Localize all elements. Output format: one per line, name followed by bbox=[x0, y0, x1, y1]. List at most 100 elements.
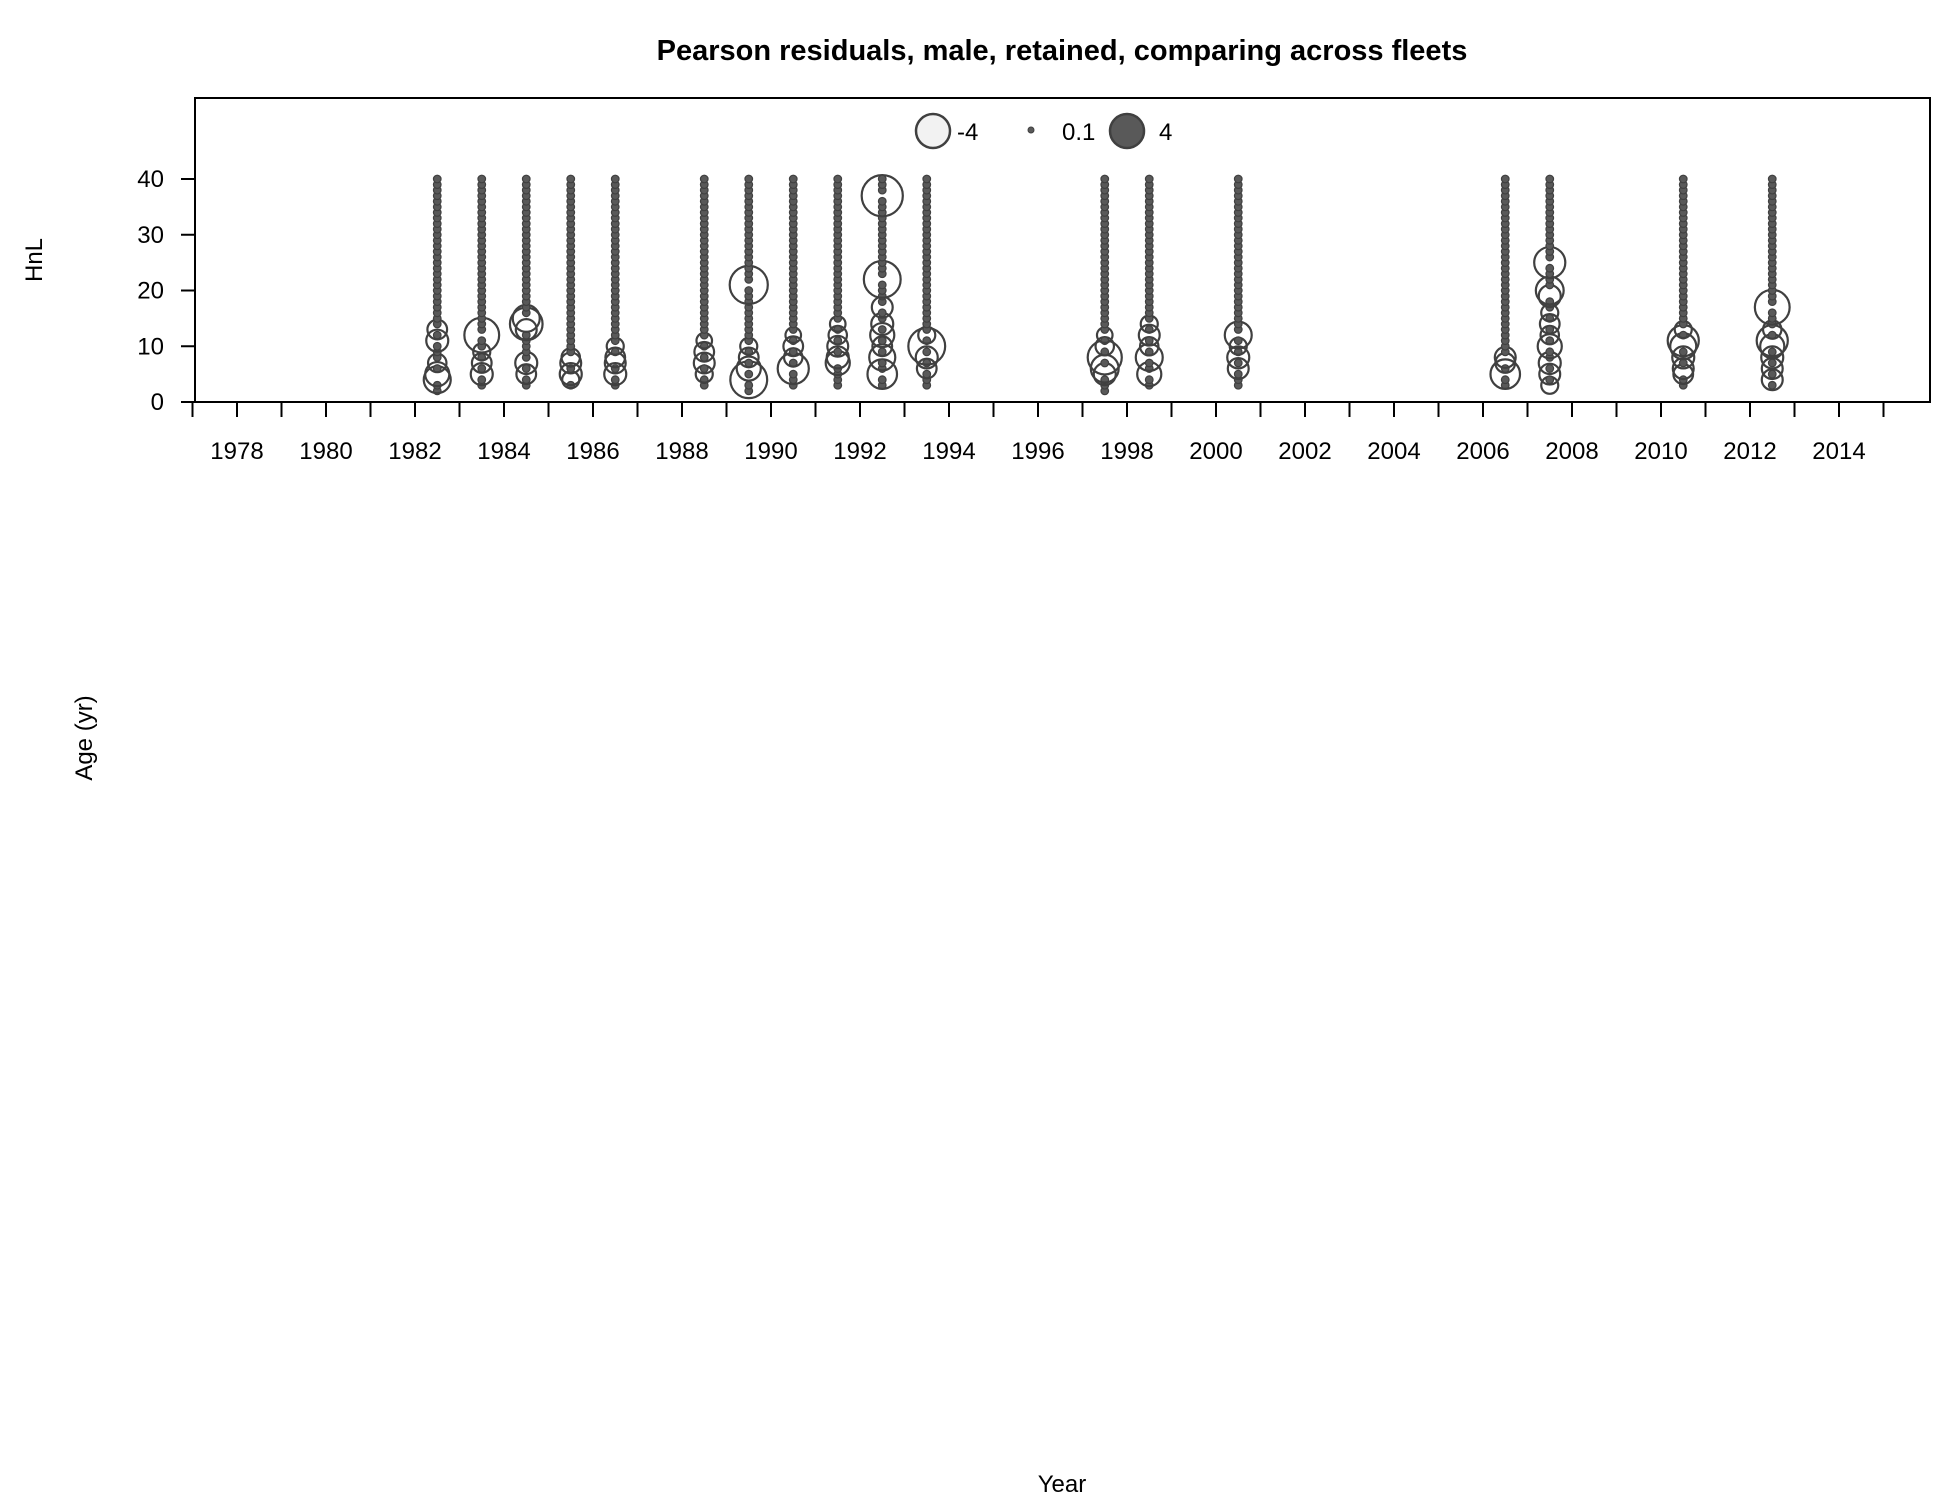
x-axis-label: Year bbox=[1038, 1471, 1087, 1498]
residual-bubble bbox=[566, 174, 576, 184]
x-tick-label: 1990 bbox=[744, 438, 797, 465]
residual-bubble bbox=[1545, 263, 1555, 273]
residual-bubble bbox=[477, 375, 487, 385]
residual-bubble bbox=[914, 345, 939, 370]
residual-bubble bbox=[1760, 345, 1785, 370]
residual-bubble bbox=[877, 358, 887, 368]
residual-bubble bbox=[1500, 174, 1510, 184]
x-tick-label: 1986 bbox=[566, 438, 619, 465]
residual-bubble bbox=[744, 369, 754, 379]
x-tick-label: 2008 bbox=[1545, 438, 1598, 465]
x-tick-label: 1994 bbox=[922, 438, 975, 465]
residual-bubble bbox=[1545, 364, 1555, 373]
residual-bubble bbox=[877, 196, 887, 206]
residual-bubble bbox=[744, 380, 754, 390]
residual-bubble bbox=[610, 375, 620, 385]
residual-bubble bbox=[1545, 347, 1555, 357]
residual-bubble bbox=[610, 174, 620, 184]
residual-bubble bbox=[1144, 375, 1154, 385]
residual-bubble bbox=[788, 174, 798, 184]
residual-bubble bbox=[788, 369, 798, 379]
residual-bubble bbox=[788, 347, 798, 357]
x-tick-label: 2002 bbox=[1278, 438, 1331, 465]
residual-bubble bbox=[1767, 358, 1777, 368]
residual-bubble bbox=[521, 364, 531, 373]
residual-bubble bbox=[1086, 339, 1123, 376]
residual-bubble bbox=[424, 360, 451, 388]
x-tick-label: 1992 bbox=[833, 438, 886, 465]
outer-y-label: Age (yr) bbox=[71, 695, 98, 780]
legend-label-negative: -4 bbox=[957, 119, 978, 146]
x-axis: 1978 1980 1982 1984 1986 1988 1990 1992 1994 1996… bbox=[191, 402, 1885, 465]
legend-symbol-positive bbox=[1108, 112, 1146, 150]
x-tick-label: 1982 bbox=[388, 438, 441, 465]
residual-bubble bbox=[877, 308, 887, 318]
residual-bubble bbox=[1671, 357, 1695, 381]
x-tick-label: 1998 bbox=[1100, 438, 1153, 465]
legend-label-small: 0.1 bbox=[1062, 119, 1095, 146]
residual-bubble bbox=[699, 364, 709, 373]
y-tick-label: 10 bbox=[137, 333, 164, 360]
residual-bubble bbox=[744, 286, 754, 295]
y-tick-label: 40 bbox=[137, 166, 164, 193]
x-tick-label: 2006 bbox=[1456, 438, 1509, 465]
residual-bubble bbox=[1678, 174, 1688, 184]
residual-bubble bbox=[432, 341, 442, 351]
x-tick-label: 1996 bbox=[1011, 438, 1064, 465]
residual-bubble bbox=[744, 174, 754, 184]
y-tick-label: 30 bbox=[137, 222, 164, 249]
residual-bubble bbox=[1545, 375, 1555, 385]
residual-bubble bbox=[833, 174, 843, 184]
residual-bubble bbox=[1767, 369, 1777, 379]
residual-bubble bbox=[1100, 358, 1110, 368]
residual-bubble bbox=[603, 362, 628, 387]
residual-bubble bbox=[699, 174, 709, 184]
residual-bubble bbox=[1233, 358, 1243, 368]
legend-label-positive: 4 bbox=[1159, 119, 1172, 146]
residual-bubble bbox=[1671, 345, 1696, 370]
residual-bubble bbox=[825, 345, 850, 370]
residual-bubble bbox=[1100, 174, 1110, 184]
residual-bubble bbox=[469, 362, 494, 387]
y-tick-label: 20 bbox=[137, 278, 164, 305]
residual-bubble bbox=[877, 325, 887, 334]
residual-bubble bbox=[1144, 174, 1154, 184]
residual-bubble bbox=[521, 375, 531, 385]
residual-bubble bbox=[692, 351, 716, 375]
chart-title: Pearson residuals, male, retained, compa… bbox=[657, 35, 1468, 67]
y-tick-label: 0 bbox=[151, 389, 164, 416]
x-tick-label: 2004 bbox=[1367, 438, 1420, 465]
residual-bubble bbox=[877, 336, 887, 346]
residual-bubble bbox=[1500, 375, 1510, 385]
residual-bubble bbox=[1144, 336, 1154, 346]
legend-symbol-small bbox=[1027, 126, 1035, 134]
residual-bubble bbox=[1545, 325, 1555, 334]
residual-bubble bbox=[1767, 308, 1777, 318]
panel-y-label: HnL bbox=[21, 238, 48, 282]
residual-bubble bbox=[922, 174, 932, 184]
legend-symbol-negative bbox=[914, 112, 952, 150]
residual-bubble bbox=[1767, 347, 1777, 357]
x-tick-label: 1988 bbox=[655, 438, 708, 465]
residual-bubble bbox=[425, 328, 450, 353]
residual-bubble bbox=[1545, 174, 1555, 184]
residual-bubble bbox=[432, 174, 442, 184]
residual-bubble bbox=[735, 355, 762, 382]
residual-bubble bbox=[699, 352, 709, 362]
x-tick-label: 2012 bbox=[1723, 438, 1776, 465]
residual-bubble bbox=[1767, 174, 1777, 184]
residual-bubble bbox=[477, 336, 487, 346]
residual-bubble bbox=[1233, 369, 1243, 379]
residual-bubble bbox=[833, 347, 843, 357]
residual-bubble bbox=[1144, 358, 1154, 368]
residual-bubble bbox=[877, 280, 887, 290]
residual-bubble bbox=[477, 364, 487, 373]
residual-bubble bbox=[877, 347, 887, 357]
residual-bubble bbox=[477, 174, 487, 184]
residual-bubble bbox=[1233, 174, 1243, 184]
legend: -4 0.1 4 bbox=[914, 112, 1172, 150]
x-tick-label: 1984 bbox=[477, 438, 530, 465]
y-axis: 0 10 20 30 40 bbox=[137, 166, 195, 416]
bubble-layer bbox=[422, 174, 1791, 400]
